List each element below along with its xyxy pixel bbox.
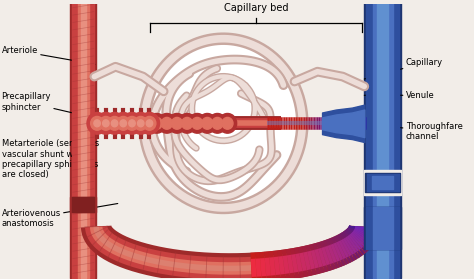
Text: Capillary: Capillary [365, 58, 443, 79]
Text: Arteriole: Arteriole [1, 47, 95, 64]
Circle shape [161, 117, 173, 129]
Circle shape [145, 39, 302, 208]
Circle shape [117, 116, 130, 130]
Circle shape [208, 114, 227, 133]
Text: Capillary bed: Capillary bed [224, 3, 288, 13]
Circle shape [94, 120, 100, 127]
Circle shape [111, 120, 118, 127]
Circle shape [202, 117, 213, 129]
Circle shape [151, 117, 162, 129]
Text: Arteriovenous
anastomosis: Arteriovenous anastomosis [1, 203, 118, 228]
Circle shape [146, 120, 153, 127]
Circle shape [102, 120, 109, 127]
Circle shape [122, 112, 142, 134]
Circle shape [137, 120, 144, 127]
Text: Metarteriole (serves as
vascular shunt when
precapillary sphincters
are closed): Metarteriole (serves as vascular shunt w… [1, 123, 109, 179]
Circle shape [96, 112, 116, 134]
Circle shape [113, 112, 133, 134]
Circle shape [120, 120, 127, 127]
Circle shape [172, 117, 182, 129]
Text: Thoroughfare
channel: Thoroughfare channel [365, 122, 463, 141]
Circle shape [91, 116, 103, 130]
Circle shape [131, 112, 151, 134]
Circle shape [87, 112, 107, 134]
Circle shape [143, 116, 156, 130]
Text: Venule: Venule [365, 91, 434, 100]
Circle shape [219, 114, 237, 133]
Circle shape [126, 116, 138, 130]
Circle shape [212, 117, 223, 129]
Circle shape [158, 114, 176, 133]
Circle shape [147, 114, 166, 133]
Circle shape [139, 112, 160, 134]
Circle shape [100, 116, 112, 130]
Circle shape [134, 116, 147, 130]
Circle shape [129, 120, 135, 127]
Circle shape [182, 117, 192, 129]
Circle shape [178, 114, 196, 133]
Circle shape [108, 116, 121, 130]
Circle shape [191, 117, 203, 129]
Circle shape [104, 112, 125, 134]
Circle shape [222, 117, 233, 129]
Circle shape [168, 114, 186, 133]
Circle shape [188, 114, 206, 133]
Circle shape [198, 114, 217, 133]
Text: Precapillary
sphincter: Precapillary sphincter [1, 92, 118, 123]
